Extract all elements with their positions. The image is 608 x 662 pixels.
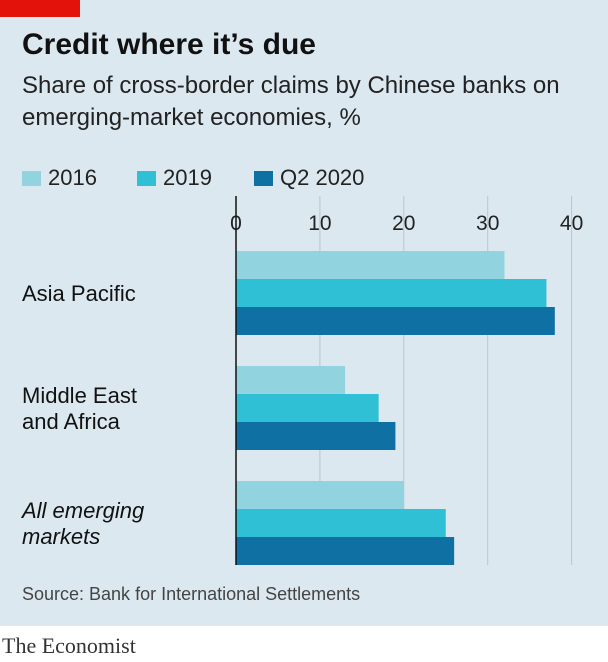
bar-all-emerging-markets-q2-2020	[236, 537, 455, 565]
bar-asia-pacific-2019	[236, 279, 547, 307]
bar-all-emerging-markets-2019	[236, 509, 446, 537]
chart-subtitle: Share of cross-border claims by Chinese …	[22, 72, 560, 131]
tick-label-40: 40	[560, 212, 583, 235]
bar-asia-pacific-q2-2020	[236, 307, 555, 335]
source-note: Source: Bank for International Settlemen…	[22, 584, 361, 604]
category-label-asia-pacific: Asia Pacific	[22, 281, 136, 306]
bar-all-emerging-markets-2016	[236, 481, 404, 509]
legend-swatch-q2-2020	[254, 171, 273, 186]
bar-middle-east-and-africa-2019	[236, 394, 379, 422]
category-label-middle-east-and-africa: Middle East and Africa	[22, 383, 137, 434]
legend-swatch-2016	[22, 171, 41, 186]
chart-title: Credit where it’s due	[22, 28, 316, 61]
tick-label-10: 10	[308, 212, 331, 235]
chart-panel: Credit where it’s due Share of cross-bor…	[0, 0, 608, 626]
brand-red-tag	[0, 0, 80, 17]
legend-label-2019: 2019	[163, 165, 212, 190]
legend-swatch-2019	[137, 171, 156, 186]
bar-middle-east-and-africa-q2-2020	[236, 422, 396, 450]
legend-label-q2-2020: Q2 2020	[280, 165, 365, 190]
legend-label-2016: 2016	[48, 165, 97, 190]
category-label-all-emerging-markets: All emerging markets	[20, 498, 145, 549]
bar-middle-east-and-africa-2016	[236, 366, 346, 394]
tick-label-20: 20	[392, 212, 415, 235]
tick-label-30: 30	[476, 212, 499, 235]
publisher-brand: The Economist	[2, 633, 136, 658]
bar-asia-pacific-2016	[236, 251, 505, 279]
